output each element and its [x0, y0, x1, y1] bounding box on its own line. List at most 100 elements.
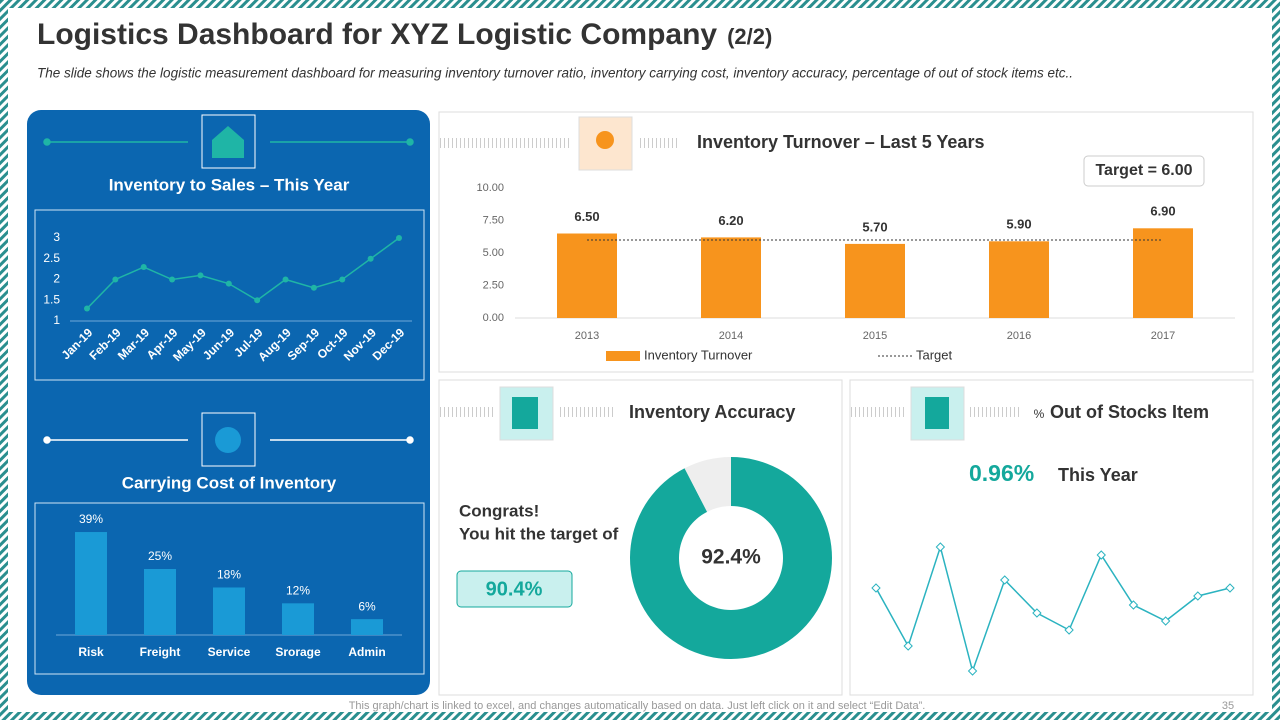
decor	[440, 138, 1022, 417]
value-label: 5.90	[1006, 217, 1031, 232]
line	[875, 544, 1231, 674]
x-tick-label: 2013	[575, 330, 599, 342]
point	[84, 305, 90, 312]
x-tick-label: Freight	[140, 645, 181, 659]
divider	[43, 138, 414, 146]
point	[339, 276, 346, 283]
point	[254, 297, 261, 304]
divider	[43, 436, 414, 444]
point	[1096, 550, 1106, 560]
x-tick-label: Service	[208, 645, 251, 659]
highlight: 0.96%	[969, 460, 1034, 486]
point	[140, 264, 147, 271]
icon	[201, 114, 256, 169]
point	[197, 272, 204, 279]
x-tick-label: 2014	[719, 330, 743, 342]
title-prefix: %	[1034, 407, 1045, 421]
value-label: 6.90	[1150, 204, 1175, 219]
y-tick-label: 2.50	[483, 279, 504, 291]
icon	[212, 126, 244, 158]
legend-label: Inventory Turnover	[644, 347, 753, 362]
value-label: 5.70	[862, 219, 887, 234]
point	[1193, 591, 1203, 601]
legend-swatch	[606, 351, 640, 361]
donut-segment	[684, 457, 731, 512]
y-tick-label: 5.00	[483, 247, 504, 259]
bar	[282, 603, 314, 635]
value-label: 6.20	[718, 213, 743, 228]
y-tick-label: 7.50	[483, 214, 504, 226]
bar	[75, 532, 107, 635]
point	[225, 280, 232, 287]
x-tick-label: 2015	[863, 330, 887, 342]
y-tick-label: 0.00	[483, 312, 504, 324]
footer-note: This graph/chart is linked to excel, and…	[349, 700, 926, 712]
title-suffix: (2/2)	[727, 24, 772, 49]
value-label: 18%	[217, 568, 241, 582]
donut-segment	[629, 457, 832, 660]
point	[967, 666, 978, 676]
value-label: 12%	[286, 583, 310, 597]
point	[1000, 575, 1010, 585]
annotation: Target = 6.00	[1095, 162, 1192, 179]
point	[1032, 608, 1042, 618]
chart-frame	[34, 502, 425, 675]
bar	[701, 237, 761, 318]
icon	[512, 397, 538, 429]
left-panel	[27, 110, 430, 695]
target-box	[456, 570, 573, 608]
x-tick-label: 2017	[1151, 330, 1175, 342]
y-tick-label: 1	[53, 313, 60, 327]
title: Logistics Dashboard for XYZ Logistic Com…	[37, 18, 717, 51]
point	[871, 583, 881, 593]
line	[86, 237, 400, 310]
point	[935, 542, 946, 552]
subtitle: The slide shows the logistic measurement…	[37, 66, 1073, 81]
chart-frame	[34, 209, 425, 381]
bar	[557, 233, 617, 318]
point	[903, 641, 913, 651]
y-tick-label: 10.00	[476, 182, 504, 194]
x-tick-label: Srorage	[275, 645, 321, 659]
bar	[845, 243, 905, 318]
bar	[351, 619, 383, 635]
value-label: 6%	[358, 599, 376, 613]
chart-title: Inventory Accuracy	[629, 402, 795, 422]
center-label: 92.4%	[701, 546, 761, 569]
annotation: You hit the target of	[459, 524, 619, 543]
point	[396, 235, 402, 241]
target-label: 90.4%	[486, 578, 543, 600]
value-label: 6.50	[574, 209, 599, 224]
point	[169, 276, 176, 283]
point	[310, 284, 317, 291]
point	[282, 276, 289, 283]
icon	[925, 397, 949, 429]
icon	[215, 427, 241, 453]
value-label: 25%	[148, 549, 172, 563]
x-tick-label: 2016	[1007, 330, 1031, 342]
highlight-text: This Year	[1058, 465, 1138, 485]
value-label: 39%	[79, 512, 103, 526]
point	[1225, 583, 1235, 593]
chart-title: Inventory Turnover – Last 5 Years	[697, 132, 984, 152]
chart-title: Inventory to Sales – This Year	[109, 175, 350, 194]
chart-title: Out of Stocks Item	[1050, 402, 1209, 422]
point	[367, 255, 374, 262]
bar	[1133, 228, 1193, 318]
point	[1128, 600, 1139, 610]
bar	[144, 569, 176, 635]
icon	[201, 412, 256, 467]
point	[1160, 616, 1171, 626]
legend-label: Target	[916, 347, 953, 362]
annotation: Congrats!	[459, 501, 539, 520]
point	[1064, 625, 1074, 635]
annotation-box	[1083, 155, 1205, 187]
y-tick-label: 2.5	[43, 251, 60, 265]
chart-title: Carrying Cost of Inventory	[122, 473, 337, 492]
y-tick-label: 1.5	[43, 292, 60, 306]
y-tick-label: 3	[53, 230, 60, 244]
x-tick-label: Admin	[348, 645, 385, 659]
y-tick-label: 2	[53, 272, 60, 286]
page-number: 35	[1222, 700, 1234, 712]
